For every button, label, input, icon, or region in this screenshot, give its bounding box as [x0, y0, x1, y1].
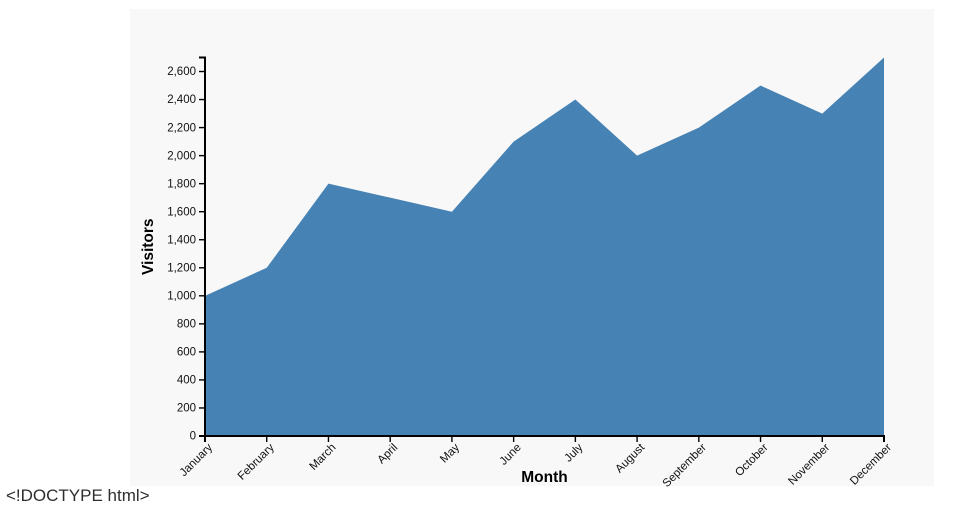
x-tick-label: December [848, 442, 894, 488]
x-tick-label: November [786, 442, 832, 488]
stray-doctype-text: <!DOCTYPE html> [6, 486, 150, 505]
y-tick-label: 1,000 [167, 290, 196, 302]
y-tick-label: 2,400 [167, 94, 196, 106]
y-tick-label: 1,800 [167, 178, 196, 190]
x-tick-label: July [563, 441, 586, 464]
x-axis-domain [204, 435, 885, 442]
area-series [205, 57, 884, 436]
y-axis: 0 200 400 600 800 1,000 1,200 1,400 1,600 1,800 2,… [167, 56, 206, 443]
x-tick-label: March [307, 442, 338, 473]
y-axis-title: Visitors [140, 218, 157, 275]
x-tick-label: February [236, 441, 277, 482]
x-tick-label: August [613, 441, 647, 475]
y-tick-label: 1,200 [167, 262, 196, 274]
y-tick-label: 600 [177, 347, 196, 359]
y-tick-label: 200 [177, 403, 196, 415]
x-tick-label: May [438, 441, 462, 465]
y-tick-label: 400 [177, 375, 196, 387]
x-tick-label: June [498, 442, 524, 468]
x-tick-label: January [178, 441, 216, 479]
y-tick-label: 2,200 [167, 122, 196, 134]
x-axis-title: Month [521, 469, 567, 486]
y-tick-label: 2,000 [167, 150, 196, 162]
x-tick-label: September [661, 442, 709, 490]
y-tick-label: 2,600 [167, 66, 196, 78]
y-tick-label: 0 [190, 431, 196, 443]
x-tick-label: April [376, 442, 401, 467]
y-tick-label: 1,400 [167, 234, 196, 246]
y-tick-label: 800 [177, 319, 196, 331]
y-tick-label: 1,600 [167, 206, 196, 218]
x-tick-label: October [733, 442, 771, 480]
y-axis-domain [199, 56, 206, 437]
area-path [205, 57, 884, 436]
